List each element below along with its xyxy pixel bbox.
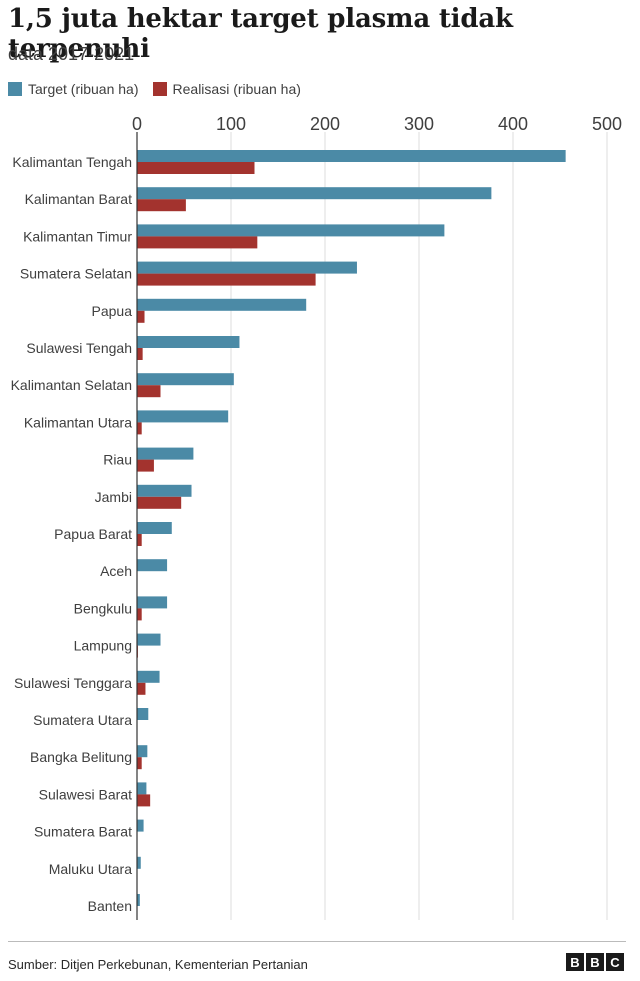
legend-swatch-target	[8, 82, 22, 96]
bar-target-banten	[137, 894, 140, 906]
bbc-logo-b2: B	[586, 953, 604, 971]
bar-target-kalimantan-tengah	[137, 150, 566, 162]
category-label-jambi: Jambi	[95, 489, 132, 505]
category-label-sulawesi-tenggara: Sulawesi Tenggara	[14, 675, 132, 691]
category-label-kalimantan-utara: Kalimantan Utara	[24, 414, 132, 430]
category-label-kalimantan-selatan: Kalimantan Selatan	[11, 377, 132, 393]
bar-realisasi-papua	[137, 310, 145, 323]
bar-realisasi-kalimantan-selatan	[137, 385, 161, 398]
bar-realisasi-jambi	[137, 496, 182, 509]
category-label-sulawesi-barat: Sulawesi Barat	[39, 786, 132, 802]
category-label-sumatera-barat: Sumatera Barat	[34, 824, 132, 840]
x-tick-label-400: 400	[498, 114, 528, 134]
bar-target-sumatera-utara	[137, 708, 149, 720]
bar-realisasi-kalimantan-utara	[137, 422, 142, 435]
bar-realisasi-sulawesi-barat	[137, 794, 151, 807]
x-tick-label-0: 0	[132, 114, 142, 134]
category-label-banten: Banten	[88, 898, 132, 914]
x-tick-label-200: 200	[310, 114, 340, 134]
category-label-bengkulu: Bengkulu	[74, 600, 132, 616]
bar-target-bangka-belitung	[137, 745, 148, 758]
category-label-sumatera-utara: Sumatera Utara	[33, 712, 132, 728]
bar-realisasi-riau	[137, 459, 154, 472]
bbc-logo: B B C	[564, 953, 624, 971]
bar-target-kalimantan-selatan	[137, 373, 234, 386]
category-label-riau: Riau	[103, 452, 132, 468]
bar-target-kalimantan-barat	[137, 187, 492, 200]
category-label-maluku-utara: Maluku Utara	[49, 861, 132, 877]
bar-target-maluku-utara	[137, 856, 141, 869]
legend-label-target: Target (ribuan ha)	[28, 81, 139, 97]
bar-realisasi-kalimantan-tengah	[137, 162, 255, 174]
bbc-logo-c: C	[606, 953, 624, 971]
chart-title: 1,5 juta hektar target plasma tidak terp…	[8, 4, 513, 64]
category-label-aceh: Aceh	[100, 563, 132, 579]
bar-target-kalimantan-utara	[137, 410, 229, 423]
chart-subtitle: data 2017-2021	[8, 44, 135, 64]
bar-realisasi-papua-barat	[137, 534, 142, 546]
bar-target-sulawesi-barat	[137, 782, 147, 795]
bar-target-papua	[137, 298, 307, 311]
source-note: Sumber: Ditjen Perkebunan, Kementerian P…	[8, 957, 308, 972]
bar-target-sumatera-selatan	[137, 261, 357, 274]
bar-target-sulawesi-tengah	[137, 336, 240, 348]
legend-item-target: Target (ribuan ha)	[8, 81, 139, 97]
bar-target-sumatera-barat	[137, 819, 144, 832]
category-label-papua: Papua	[92, 303, 133, 319]
bar-target-lampung	[137, 633, 161, 646]
bar-target-riau	[137, 447, 194, 460]
category-label-papua-barat: Papua Barat	[54, 526, 132, 542]
x-tick-label-500: 500	[592, 114, 622, 134]
legend: Target (ribuan ha) Realisasi (ribuan ha)	[8, 81, 315, 97]
bar-target-sulawesi-tenggara	[137, 670, 160, 683]
bar-realisasi-kalimantan-timur	[137, 236, 258, 249]
legend-swatch-realisasi	[152, 82, 167, 96]
category-label-kalimantan-tengah: Kalimantan Tengah	[12, 154, 132, 170]
legend-item-realisasi: Realisasi (ribuan ha)	[152, 81, 301, 97]
bar-realisasi-kalimantan-barat	[137, 199, 186, 212]
bar-target-papua-barat	[137, 522, 172, 534]
bar-target-bengkulu	[137, 596, 168, 609]
bar-realisasi-bangka-belitung	[137, 757, 142, 770]
bar-realisasi-sumatera-selatan	[137, 273, 316, 286]
bar-realisasi-sulawesi-tenggara	[137, 682, 146, 695]
category-label-kalimantan-barat: Kalimantan Barat	[25, 191, 133, 207]
category-label-sumatera-selatan: Sumatera Selatan	[20, 266, 132, 282]
category-label-kalimantan-timur: Kalimantan Timur	[23, 228, 132, 244]
bar-target-jambi	[137, 484, 192, 497]
category-label-bangka-belitung: Bangka Belitung	[30, 749, 132, 765]
x-tick-label-300: 300	[404, 114, 434, 134]
bar-realisasi-sulawesi-tengah	[137, 348, 143, 360]
bbc-logo-b1: B	[566, 953, 584, 971]
bar-target-aceh	[137, 559, 168, 572]
footer-divider	[8, 941, 626, 942]
category-label-sulawesi-tengah: Sulawesi Tengah	[26, 340, 132, 356]
category-label-lampung: Lampung	[74, 638, 132, 654]
bar-target-kalimantan-timur	[137, 224, 445, 237]
legend-label-realisasi: Realisasi (ribuan ha)	[172, 81, 301, 97]
bar-realisasi-bengkulu	[137, 608, 142, 621]
x-tick-label-100: 100	[216, 114, 246, 134]
